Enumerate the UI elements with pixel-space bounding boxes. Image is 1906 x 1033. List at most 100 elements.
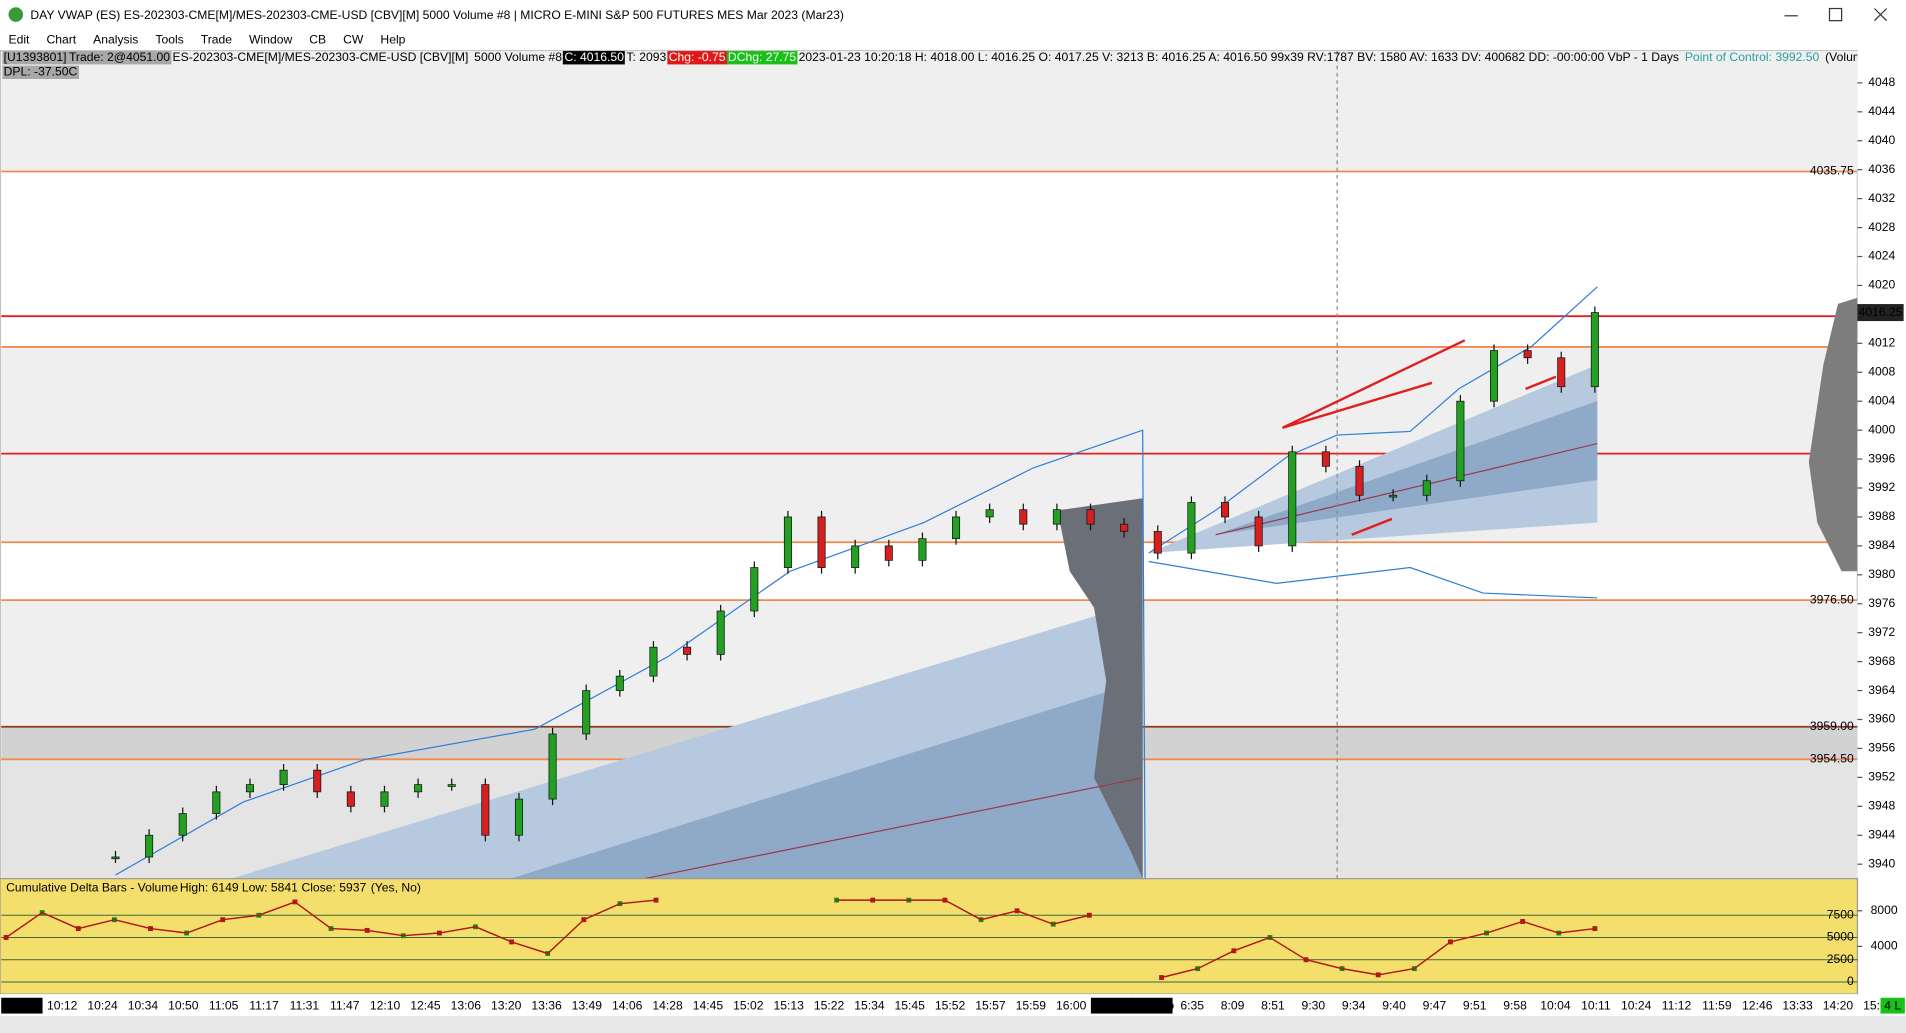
candle-body: [1052, 509, 1061, 525]
menu-item[interactable]: CB: [309, 32, 326, 46]
delta-header: Cumulative Delta Bars - Volume: [6, 881, 178, 895]
volume-profile: [1808, 297, 1858, 572]
x-tick-label: 6:35: [1180, 998, 1204, 1012]
trade: Trade: 2@4051.00: [67, 51, 172, 65]
level-label: 4035.75: [1810, 164, 1854, 178]
candle-body: [1422, 480, 1431, 496]
time-axis: [0, 994, 1906, 1016]
x-tick-label: 15:22: [814, 998, 845, 1012]
x-tick-label: 12:46: [1742, 998, 1773, 1012]
x-tick-label: 13:20: [491, 998, 522, 1012]
candle-body: [1456, 400, 1465, 482]
ticks: T: 2093: [626, 51, 667, 65]
y-tick-label: 3940: [1868, 856, 1895, 870]
price-axis: [1857, 51, 1906, 1001]
x-tick-label: 13:06: [451, 998, 482, 1012]
candle-body: [178, 813, 187, 836]
x-tick-label: 10:24: [87, 998, 118, 1012]
delta-pane: [0, 878, 1859, 995]
close: C: 4016.50: [563, 51, 626, 65]
candle-body: [313, 769, 322, 793]
candle-body: [1523, 350, 1532, 359]
y-tick-label: 4032: [1868, 191, 1895, 205]
vwap-band-inner: [510, 680, 1143, 879]
date-marker: [1, 997, 43, 1014]
vwap-line: [1148, 286, 1598, 554]
candle-body: [1153, 531, 1162, 554]
vwap-lower: [1148, 560, 1598, 599]
poc: Point of Control: 3992.50: [1684, 51, 1820, 65]
x-tick-label: 16:00: [1056, 998, 1087, 1012]
x-tick-label: 1-20 Fr: [2, 998, 41, 1012]
x-tick-label: 9:58: [1503, 998, 1527, 1012]
candle-body: [1489, 350, 1499, 402]
candle-body: [245, 784, 254, 793]
last-price-label: 4016.25: [1859, 305, 1903, 319]
menu-item[interactable]: Trade: [201, 32, 233, 46]
candle-body: [1019, 509, 1028, 525]
x-tick-label: 13:49: [572, 998, 603, 1012]
menu-item[interactable]: Analysis: [93, 32, 138, 46]
candle-body: [1590, 312, 1599, 388]
candle-body: [514, 798, 523, 836]
candle-body: [346, 791, 355, 807]
menu-item[interactable]: Window: [249, 32, 292, 46]
y-tick-label: 4040: [1868, 133, 1895, 147]
candle-body: [111, 856, 120, 860]
candle-body: [1187, 502, 1196, 554]
zone: [1, 51, 1858, 172]
y-tick-label: 3976: [1868, 596, 1895, 610]
y-tick-label: 5000: [1827, 930, 1854, 944]
y-tick-label: 3948: [1868, 799, 1895, 813]
x-tick-label: 12:10: [370, 998, 401, 1012]
menu-item[interactable]: Chart: [46, 32, 76, 46]
close-button[interactable]: [1874, 8, 1888, 22]
candle-body: [1254, 516, 1263, 547]
delta-bar: [834, 897, 840, 903]
y-tick-label: 3964: [1868, 683, 1895, 697]
delta-header: Low: 5841: [242, 881, 298, 895]
trend-lines: [1281, 339, 1557, 536]
x-tick-label: 12:45: [410, 998, 441, 1012]
info-bar: [U1393801] Trade: 2@4051.00 ES-202303-CME[…: [2, 51, 1857, 83]
y-tick-label: 3980: [1868, 567, 1895, 581]
title-bar: [0, 0, 1906, 30]
menu-item[interactable]: CW: [343, 32, 364, 46]
poc-line: [644, 777, 1143, 880]
x-tick-label: 9:34: [1342, 998, 1366, 1012]
candle-body: [851, 545, 860, 568]
menu-item[interactable]: Help: [380, 32, 405, 46]
candle-body: [985, 509, 994, 518]
candle-body: [279, 769, 288, 785]
y-tick-label: 3960: [1868, 712, 1895, 726]
x-tick-label: 13:33: [1782, 998, 1813, 1012]
maximize-button[interactable]: [1828, 7, 1843, 22]
dchg: DChg: 27.75: [726, 51, 798, 65]
x-tick-label: 11:05: [209, 998, 239, 1012]
candle-body: [884, 545, 893, 561]
candle-body: [447, 784, 456, 787]
candle-body: [615, 675, 624, 691]
delta-header: (Yes, No): [371, 881, 421, 895]
candle-body: [1120, 523, 1129, 532]
candle-body: [952, 516, 961, 540]
x-tick-label: 15:57: [975, 998, 1006, 1012]
y-tick-label: 3952: [1868, 770, 1895, 784]
menu-bar: [0, 29, 1906, 52]
menu-item[interactable]: Tools: [155, 32, 183, 46]
interval: 5000 Volume #8: [474, 51, 563, 65]
menu-item[interactable]: Edit: [9, 32, 31, 46]
x-tick-label: 9:40: [1382, 998, 1406, 1012]
x-tick-label: 10:11: [1581, 998, 1611, 1012]
stats: 2023-01-23 10:20:18 H: 4018.00 L: 4016.2…: [798, 51, 1680, 65]
scrollbar[interactable]: [0, 1015, 1906, 1033]
x-tick-label: 14:20: [1823, 998, 1854, 1012]
last-price-box: [1857, 304, 1904, 322]
delta-bar: [1159, 975, 1164, 980]
app-icon: [8, 7, 24, 22]
dpl: DPL: -37.50C: [2, 65, 79, 79]
candle-body: [716, 610, 725, 655]
vwap-line: [115, 429, 1146, 879]
y-tick-label: 4008: [1868, 364, 1895, 378]
